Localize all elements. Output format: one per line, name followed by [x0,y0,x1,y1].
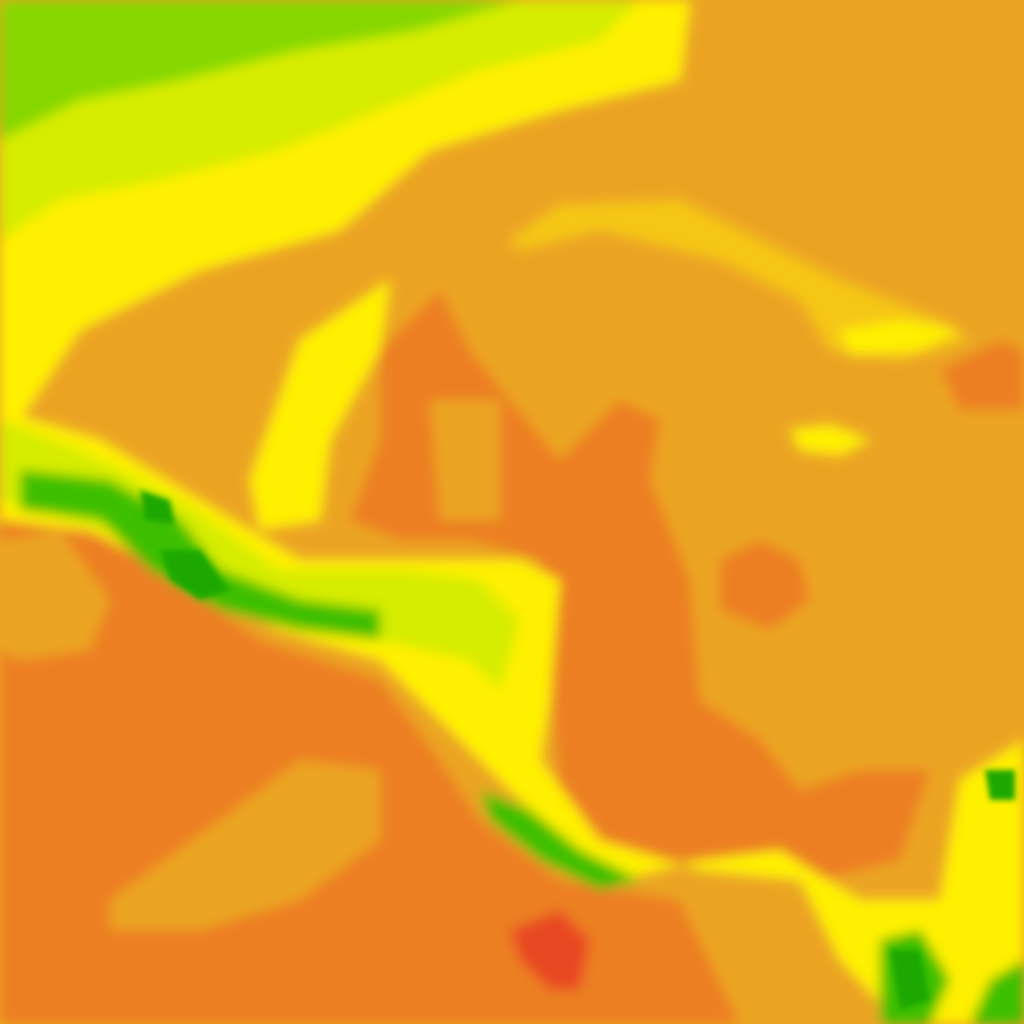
orange-patch-center [430,400,500,520]
deep-green-spot [140,490,175,525]
yellow-arm [250,280,390,530]
green-lower-corridor [480,790,640,890]
deep-green-spot-3 [985,770,1015,800]
yellow-ridge-right [510,200,970,360]
yellow-green-corridor [0,420,520,690]
yellow-spot [790,425,870,455]
yellow-spot-2 [840,320,960,355]
red-patch [510,910,590,990]
dark-orange-blob [720,540,810,630]
orange-patch-lower [110,760,380,930]
deep-green-spot-2 [160,550,230,600]
dark-orange-right [940,340,1024,410]
deep-green-spot-4 [890,950,930,1010]
green-bottom-corner [970,960,1024,1024]
light-green-band [0,0,520,140]
orange-patch-left [0,530,110,660]
